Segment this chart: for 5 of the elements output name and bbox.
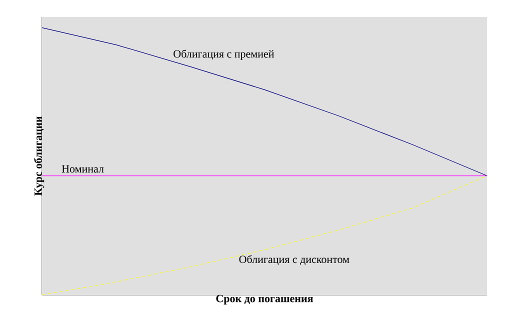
series-label: Номинал [62,165,104,173]
series-label: Облигация с премией [174,50,274,60]
y-axis-title: Курс облигации [34,116,44,196]
series-label: Облигация с дисконтом [239,255,350,266]
x-axis-title: Срок до погашения [216,294,313,304]
